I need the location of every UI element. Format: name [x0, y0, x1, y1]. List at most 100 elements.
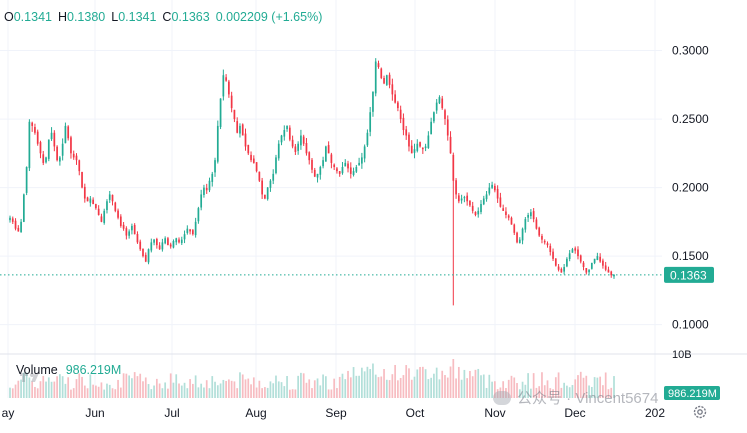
candle-body	[266, 187, 269, 200]
candle-body	[142, 248, 144, 257]
volume-bar	[596, 377, 599, 398]
y-tick-label: 0.3000	[672, 44, 709, 58]
volume-bar	[466, 378, 469, 398]
candle-body	[505, 211, 507, 215]
volume-bar	[385, 379, 388, 398]
volume-bar	[34, 386, 36, 398]
gear-icon[interactable]	[692, 404, 708, 420]
volume-bar	[11, 388, 14, 398]
candle-body	[208, 180, 211, 191]
candle-body	[460, 198, 463, 201]
volume-bar	[602, 385, 604, 398]
candle-body	[546, 243, 549, 246]
candle-body	[294, 146, 297, 152]
candle-body	[552, 251, 554, 259]
close-value: 0.1363	[171, 10, 210, 24]
candle-body	[516, 232, 518, 243]
candle-body	[31, 122, 34, 126]
candle-body	[111, 194, 114, 202]
candle-body	[380, 68, 383, 78]
volume-bar	[200, 383, 203, 398]
volume-bar	[78, 373, 81, 398]
candle-body	[341, 167, 344, 174]
candle-body	[86, 197, 89, 202]
candle-body	[175, 238, 178, 243]
volume-bar	[136, 376, 139, 398]
volume-bar	[557, 372, 560, 398]
volume-bar	[186, 388, 189, 398]
candle-body	[416, 143, 419, 151]
candle-body	[291, 139, 294, 147]
y-tick-label: 0.1000	[672, 318, 709, 332]
candle-body	[158, 245, 161, 250]
candle-body	[577, 249, 579, 257]
volume-bar	[139, 373, 142, 398]
volume-bar	[435, 367, 438, 398]
candle-body	[388, 74, 391, 85]
volume-bar	[83, 385, 86, 398]
volume-bar	[264, 387, 266, 398]
volume-bar	[81, 376, 83, 398]
volume-bar	[383, 369, 385, 398]
volume-bar	[158, 383, 161, 398]
volume-bar	[474, 369, 477, 398]
volume-bar	[535, 387, 538, 398]
volume-bar	[593, 377, 596, 398]
candle-body	[327, 145, 330, 154]
volume-bar	[607, 389, 610, 398]
candle-body	[427, 135, 430, 148]
volume-bar	[452, 359, 455, 398]
candle-body	[413, 149, 416, 153]
volume-bar	[532, 373, 535, 398]
volume-bar	[491, 381, 493, 398]
candle-body	[330, 154, 333, 163]
candle-body	[613, 274, 615, 277]
volume-bar	[322, 374, 324, 398]
volume-bar	[161, 388, 164, 398]
volume-bar	[502, 381, 505, 398]
volume-bar	[577, 375, 579, 398]
volume-bar	[233, 381, 236, 398]
candle-body	[466, 195, 469, 202]
volume-bar	[211, 376, 214, 398]
candle-body	[347, 163, 349, 169]
candle-body	[283, 130, 286, 137]
candle-body	[344, 162, 347, 167]
volume-bar	[133, 372, 136, 398]
candle-body	[502, 208, 505, 211]
volume-bar	[111, 388, 114, 398]
volume-bar	[349, 377, 352, 398]
candle-body	[155, 239, 158, 246]
volume-bar	[131, 378, 133, 398]
volume-bar	[516, 382, 518, 398]
candle-body	[308, 152, 311, 161]
candle-body	[81, 171, 83, 188]
candle-body	[563, 267, 565, 272]
volume-bar	[313, 380, 316, 398]
candle-body	[582, 262, 585, 268]
candle-body	[92, 199, 94, 205]
candle-body	[399, 109, 402, 120]
volume-bar	[355, 375, 358, 398]
volume-axis-label: 10B	[672, 349, 692, 361]
volume-bar	[64, 383, 67, 398]
volume-bar	[457, 366, 460, 398]
candle-body	[349, 167, 352, 174]
candle-body	[194, 221, 197, 236]
volume-bar	[9, 387, 11, 398]
volume-bar	[155, 378, 158, 398]
candle-body	[280, 135, 283, 143]
candle-body	[244, 133, 247, 147]
candle-body	[410, 145, 413, 154]
volume-bar	[175, 374, 178, 398]
candle-body	[39, 142, 42, 154]
candle-body	[568, 253, 571, 260]
candle-body	[300, 135, 302, 146]
candle-body	[377, 63, 380, 67]
candle-body	[433, 112, 435, 122]
volume-bar	[319, 385, 322, 398]
watermark-text: 公众号 · Vincent5674	[517, 390, 659, 407]
candle-body	[507, 215, 510, 218]
